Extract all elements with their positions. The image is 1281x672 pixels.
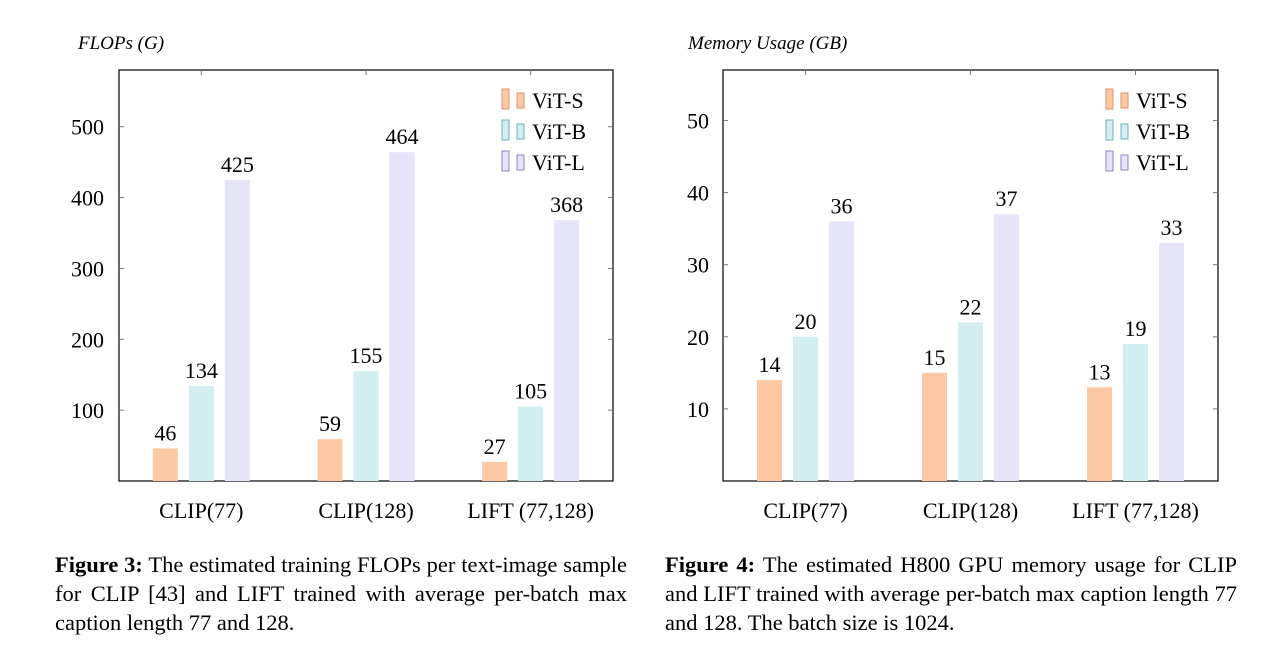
legend-swatch [1105, 88, 1114, 110]
y-tick-label: 200 [71, 327, 104, 352]
legend-swatch [501, 88, 510, 110]
flops-chart: FLOPs (G) 100 200 300 400 500 CLIP(77) 46 134 425… [71, 33, 614, 523]
y-tick-label: 500 [71, 115, 104, 140]
bar-vit-l [554, 220, 580, 481]
x-tick-label: LIFT (77,128) [467, 498, 594, 523]
data-label: 22 [960, 294, 982, 319]
legend-swatch [501, 119, 510, 141]
data-label: 464 [386, 124, 419, 149]
memory-chart: Memory Usage (GB) 10 20 30 40 50 CLIP(77) 14 20 3… [687, 33, 1219, 523]
data-label: 368 [550, 192, 583, 217]
legend-swatch-small [516, 92, 525, 109]
data-label: 14 [759, 352, 781, 377]
legend-swatch [1105, 150, 1114, 172]
legend-label: ViT-S [1136, 88, 1188, 113]
legend-swatch [501, 150, 510, 172]
data-label: 20 [795, 309, 817, 334]
bar-vit-s [1087, 387, 1112, 481]
y-tick-label: 20 [687, 325, 709, 350]
bar-vit-s [922, 372, 947, 481]
y-tick-label: 50 [687, 108, 709, 133]
bar-vit-b [1123, 344, 1148, 481]
bar-vit-b [188, 386, 214, 481]
legend-label: ViT-L [532, 150, 585, 175]
x-tick-label: CLIP(77) [159, 498, 243, 523]
bar-vit-l [1159, 243, 1184, 481]
legend-label: ViT-S [532, 88, 584, 113]
y-axis-label: Memory Usage (GB) [687, 33, 847, 54]
x-tick-label: LIFT (77,128) [1072, 498, 1199, 523]
bar-vit-s [757, 380, 782, 481]
x-tick-label: CLIP(128) [923, 498, 1018, 523]
data-label: 134 [185, 358, 218, 383]
y-tick-label: 10 [687, 397, 709, 422]
y-tick-label: 40 [687, 181, 709, 206]
data-label: 36 [831, 193, 853, 218]
figure-3-caption: Figure 3: The estimated training FLOPs p… [55, 550, 627, 637]
legend-label: ViT-B [1136, 119, 1190, 144]
bar-vit-b [353, 371, 379, 481]
y-tick-label: 400 [71, 186, 104, 211]
legend-swatch-small [1120, 92, 1129, 109]
bar-vit-l [994, 214, 1019, 482]
figure-3-label: Figure 3: [55, 552, 143, 577]
data-label: 105 [514, 379, 547, 404]
legend-swatch-small [516, 123, 525, 140]
data-label: 33 [1161, 215, 1183, 240]
bar-vit-l [389, 152, 415, 481]
bar-vit-l [224, 179, 250, 481]
data-label: 37 [996, 186, 1018, 211]
data-label: 27 [484, 434, 506, 459]
bar-vit-b [793, 336, 818, 481]
legend-label: ViT-L [1136, 150, 1189, 175]
y-tick-label: 300 [71, 256, 104, 281]
bar-vit-l [829, 221, 854, 481]
x-tick-label: CLIP(128) [318, 498, 413, 523]
data-label: 15 [924, 345, 946, 370]
legend-swatch-small [1120, 154, 1129, 171]
figure-4-caption: Figure 4: The estimated H800 GPU memory … [665, 550, 1237, 637]
figure-4-label: Figure 4: [665, 552, 756, 577]
legend-swatch-small [1120, 123, 1129, 140]
bar-vit-s [317, 439, 343, 481]
x-tick-label: CLIP(77) [763, 498, 847, 523]
data-label: 155 [350, 343, 383, 368]
bar-vit-s [482, 461, 508, 481]
data-label: 13 [1089, 359, 1111, 384]
legend-swatch-small [516, 154, 525, 171]
y-axis-label: FLOPs (G) [77, 33, 164, 54]
y-tick-label: 30 [687, 253, 709, 278]
data-label: 59 [319, 411, 341, 436]
data-label: 19 [1125, 316, 1147, 341]
figure-4-text: The estimated H800 GPU memory usage for … [665, 552, 1237, 635]
data-label: 425 [221, 152, 254, 177]
bar-vit-s [152, 448, 178, 481]
bar-vit-b [518, 406, 544, 481]
legend-swatch [1105, 119, 1114, 141]
y-tick-label: 100 [71, 398, 104, 423]
legend-label: ViT-B [532, 119, 586, 144]
data-label: 46 [154, 420, 176, 445]
bar-vit-b [958, 322, 983, 481]
figure-3-text: The estimated training FLOPs per text-im… [55, 552, 627, 635]
